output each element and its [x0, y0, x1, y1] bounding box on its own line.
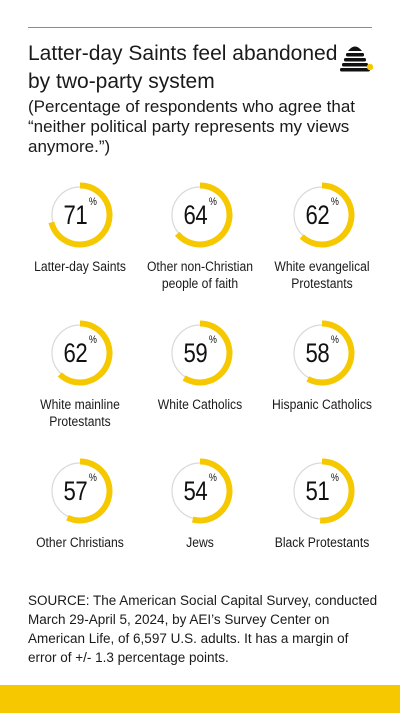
value-label: 54% [173, 458, 227, 524]
donut-arc [57, 320, 113, 386]
donut-arc [191, 458, 233, 524]
percent-sign: % [208, 472, 217, 484]
value-number: 58 [305, 337, 330, 368]
value-label: 57% [53, 458, 107, 524]
category-label: Other non-Christian people of faith [146, 259, 254, 291]
category-label: Hispanic Catholics [272, 397, 372, 412]
value-label: 62% [295, 182, 349, 248]
donut-arc [174, 182, 233, 248]
donut-chart [293, 320, 355, 386]
chart-title: Latter-day Saints feel abandoned by two-… [28, 42, 338, 93]
donut-chart [171, 182, 233, 248]
value-number: 62 [305, 199, 330, 230]
percent-sign: % [208, 334, 217, 346]
percent-sign: % [88, 334, 97, 346]
value-number: 62 [63, 337, 88, 368]
donut-arc [66, 458, 113, 524]
category-label: White evangelical Protestants [274, 259, 370, 291]
donut-chart [293, 182, 355, 248]
donut-chart [51, 458, 113, 524]
donut-chart [171, 320, 233, 386]
donut-arc [48, 182, 113, 248]
value-number: 54 [183, 475, 208, 506]
percent-sign: % [88, 196, 97, 208]
value-number: 51 [305, 475, 330, 506]
category-label: Other Christians [36, 535, 124, 550]
donut-chart [51, 320, 113, 386]
value-number: 57 [63, 475, 88, 506]
percent-sign: % [330, 334, 339, 346]
donut-grid: 71% Latter-day Saints 64% Other non-Christi… [34, 182, 372, 550]
donut-arc [299, 182, 355, 248]
category-label: White Catholics [157, 397, 243, 412]
donut-chart [48, 182, 113, 248]
value-label: 51% [295, 458, 349, 524]
category-label: Black Protestants [274, 535, 370, 550]
percent-sign: % [330, 196, 339, 208]
percent-sign: % [330, 472, 339, 484]
category-label: Jews [186, 535, 214, 550]
chart-subtitle: (Percentage of respondents who agree tha… [28, 97, 355, 156]
footer-bar [0, 685, 400, 713]
donut-arc [182, 320, 233, 386]
value-label: 71% [53, 182, 107, 248]
percent-sign: % [208, 196, 217, 208]
value-label: 58% [295, 320, 349, 386]
source-note: SOURCE: The American Social Capital Surv… [28, 593, 378, 665]
value-label: 59% [173, 320, 227, 386]
value-number: 59 [183, 337, 208, 368]
value-label: 64% [173, 182, 227, 248]
donut-chart [171, 458, 233, 524]
value-number: 71 [63, 199, 88, 230]
percent-sign: % [88, 472, 97, 484]
value-label: 62% [53, 320, 107, 386]
beehive-icon [339, 43, 374, 73]
category-label: Latter-day Saints [34, 259, 126, 274]
donut-arc [306, 320, 355, 386]
value-number: 64 [183, 199, 208, 230]
top-divider [28, 27, 372, 28]
donut-arc [319, 458, 355, 524]
category-label: White mainline Protestants [40, 397, 120, 429]
donut-chart [293, 458, 355, 524]
